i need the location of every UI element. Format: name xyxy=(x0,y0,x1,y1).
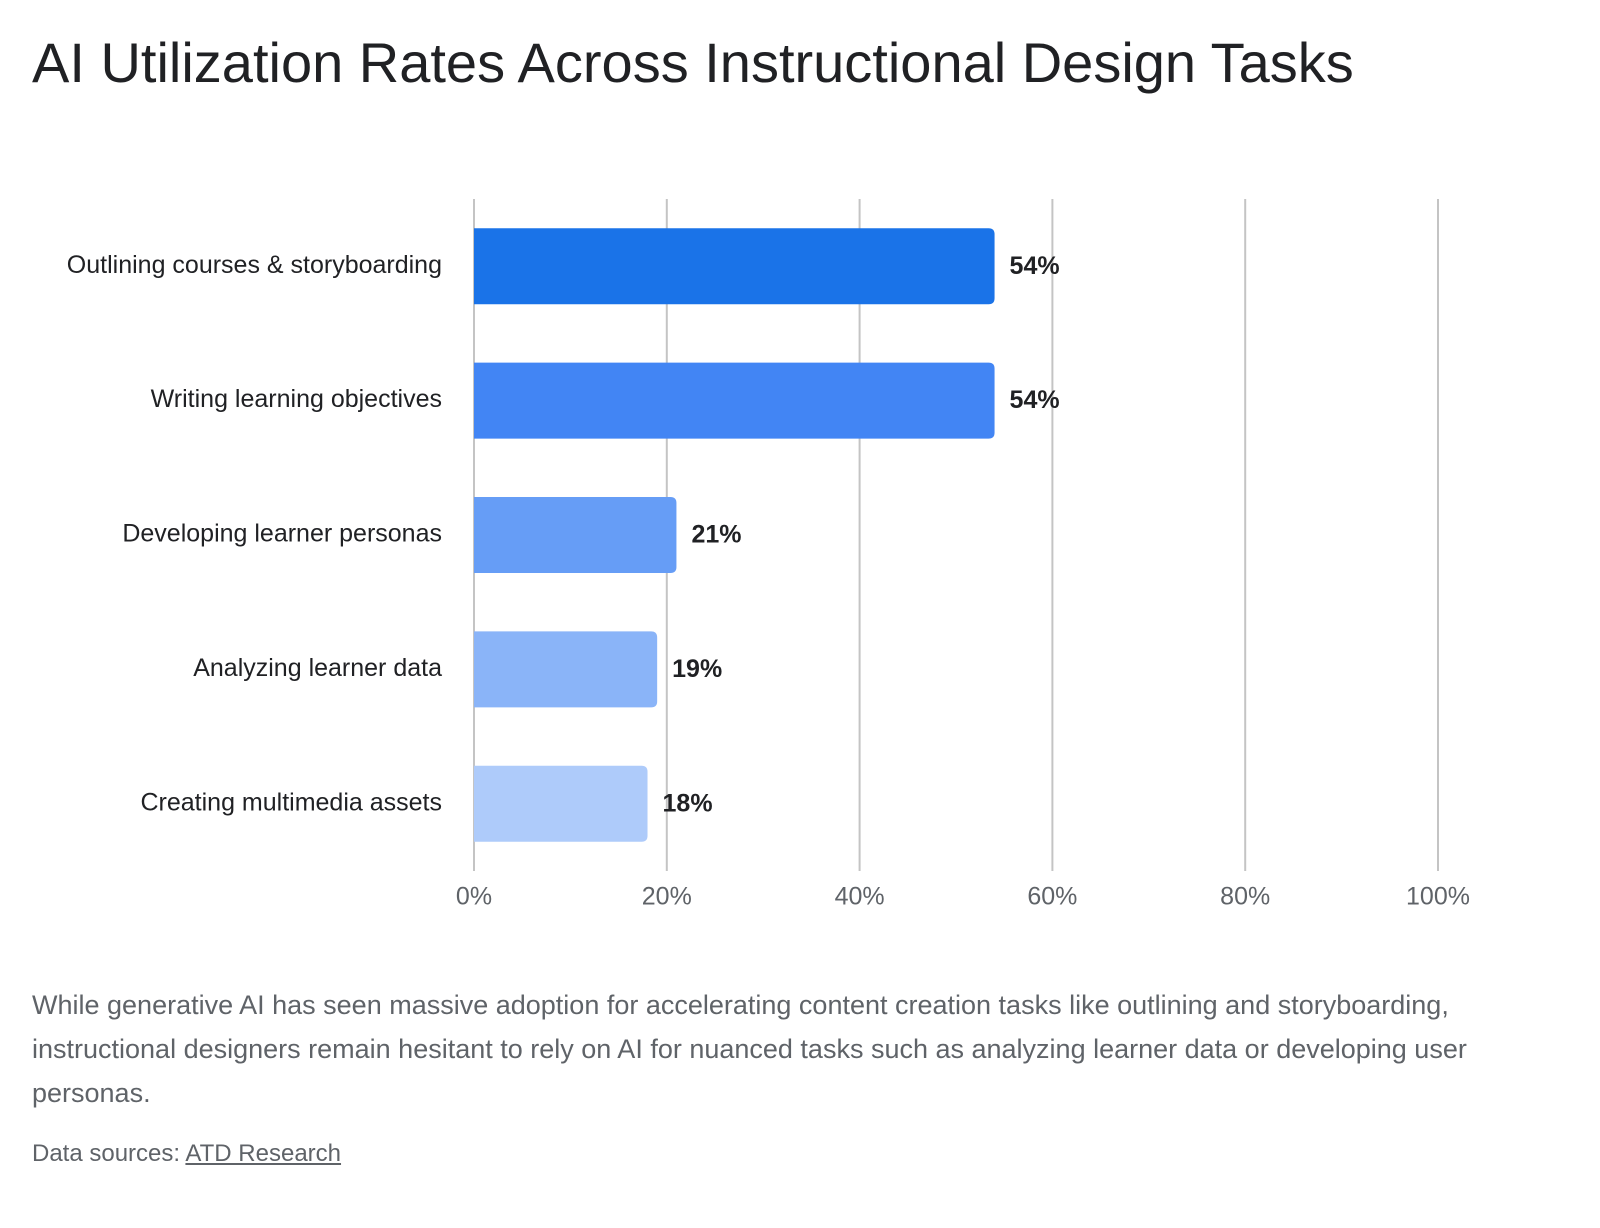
description: While generative AI has seen massive ado… xyxy=(32,990,1467,1108)
value-label: 21% xyxy=(691,521,741,549)
y-tick-label: Creating multimedia assets xyxy=(140,788,442,816)
y-tick-label: Outlining courses & storyboarding xyxy=(67,251,442,279)
source-link[interactable]: ATD Research xyxy=(185,1140,342,1167)
x-tick-label: 60% xyxy=(1027,883,1077,911)
value-label: 54% xyxy=(1010,252,1060,280)
value-label: 18% xyxy=(663,789,713,817)
y-tick-label: Developing learner personas xyxy=(122,520,442,548)
x-tick-label: 0% xyxy=(456,883,492,911)
y-tick-label: Analyzing learner data xyxy=(193,654,442,682)
value-label: 54% xyxy=(1010,386,1060,414)
chart: AI Utilization Rates Across Instructiona… xyxy=(32,31,1470,911)
y-tick-label: Writing learning objectives xyxy=(151,385,442,413)
source-prefix: Data sources: xyxy=(32,1140,181,1167)
x-tick-label: 40% xyxy=(835,883,885,911)
value-label: 19% xyxy=(672,655,722,683)
x-tick-label: 80% xyxy=(1220,883,1270,911)
bar xyxy=(474,497,677,573)
bar xyxy=(474,362,995,439)
x-tick-label: 100% xyxy=(1406,883,1470,911)
chart-title: AI Utilization Rates Across Instructiona… xyxy=(32,31,1354,94)
source: Data sources: ATD Research xyxy=(32,1140,341,1168)
x-tick-label: 20% xyxy=(642,883,692,911)
bar xyxy=(474,765,648,842)
bar xyxy=(474,631,658,708)
bar xyxy=(474,228,995,305)
